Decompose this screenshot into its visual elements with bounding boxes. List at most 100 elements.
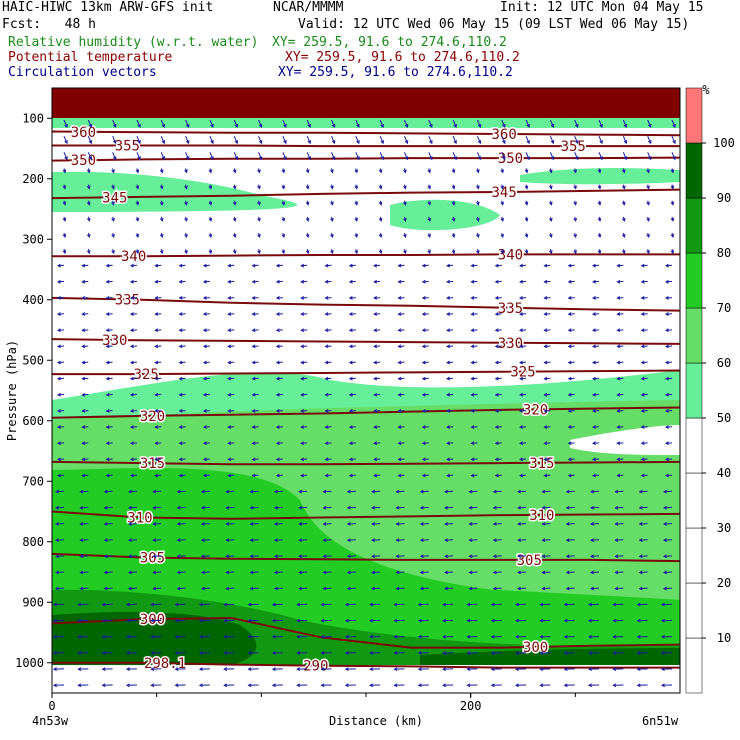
circulation-vector-head [621, 233, 626, 239]
circulation-vector-head [373, 263, 378, 268]
circulation-vector-head [77, 634, 82, 639]
circulation-vector-head [223, 683, 228, 688]
circulation-vector-head [101, 618, 106, 623]
circulation-vector [306, 152, 311, 160]
circulation-vector [420, 539, 429, 541]
circulation-vector-head [539, 634, 544, 639]
circulation-vector-head [77, 667, 82, 671]
circulation-vector-head [202, 425, 207, 429]
circulation-vector-head [670, 169, 675, 174]
circulation-vector-head [421, 263, 426, 268]
circulation-vector-head [348, 441, 353, 446]
circulation-vector-head [616, 263, 621, 268]
circulation-vector-head [397, 344, 402, 349]
circulation-vector-head [453, 123, 457, 128]
circulation-vector-head [541, 489, 546, 494]
circulation-vector [493, 506, 502, 509]
circulation-vector-head [62, 250, 67, 255]
circulation-vector [420, 490, 429, 493]
circulation-vector-head [550, 140, 555, 145]
circulation-vector-head [251, 360, 256, 365]
circulation-vector-head [550, 156, 555, 161]
circulation-vector-head [275, 376, 280, 381]
circulation-vector-head [597, 201, 602, 206]
circulation-vector [591, 571, 600, 573]
circulation-vector-head [257, 217, 261, 222]
circulation-vector [469, 587, 478, 590]
circulation-vector-head [227, 425, 232, 429]
circulation-vector-head [273, 489, 278, 494]
circulation-vector-head [62, 169, 67, 174]
circulation-vector-head [283, 123, 287, 128]
y-tick-label-5: 600 [22, 414, 44, 428]
circulation-vector-head [125, 634, 130, 639]
circulation-vector-head [500, 185, 505, 190]
rh-surface [52, 665, 680, 693]
circulation-vector-head [492, 489, 497, 494]
colorbar-label-50: 50 [717, 411, 731, 425]
circulation-vector-head [86, 169, 91, 174]
circulation-vector [233, 135, 238, 144]
theta-contour-330 [52, 338, 680, 345]
circulation-vector [201, 539, 210, 541]
circulation-vector [153, 571, 162, 573]
theta-contour-340 [52, 253, 680, 258]
circulation-vector-head [154, 441, 159, 446]
circulation-vector-head [300, 409, 305, 413]
circ-xy-label: XY= 259.5, 91.6 to 274.6,110.2 [278, 65, 513, 80]
circulation-vector-head [227, 360, 232, 365]
circulation-vector-head [324, 279, 329, 284]
circulation-vector-head [227, 328, 232, 333]
circulation-vector-head [52, 602, 57, 607]
circulation-vector-head [198, 651, 203, 655]
circulation-vector-head [81, 328, 86, 333]
circulation-vector [185, 152, 190, 160]
circulation-vector-head [200, 522, 205, 526]
rh-band-4 [520, 167, 680, 185]
circulation-vector-head [225, 570, 230, 575]
circulation-vector-head [137, 123, 141, 128]
theta-contour-300 [52, 616, 680, 649]
circulation-vector [299, 555, 308, 557]
circulation-vector-head [589, 522, 594, 526]
circulation-vector [347, 523, 356, 525]
circulation-vector-head [56, 296, 61, 300]
circulation-vector-head [348, 376, 353, 381]
circulation-vector-head [202, 312, 207, 316]
circulation-vector-head [322, 554, 327, 559]
circulation-vector-head [152, 489, 157, 494]
circulation-vector-head [251, 279, 256, 284]
theta-label-345-0: 345 [102, 190, 127, 206]
circulation-vector-head [403, 169, 407, 174]
circulation-vector-head [444, 570, 449, 575]
circulation-vector-head [524, 185, 529, 190]
circulation-vector-head [662, 554, 667, 559]
theta-field-label: Potential temperature [8, 50, 173, 65]
circulation-vector-head [524, 169, 529, 174]
circulation-vector [282, 152, 287, 160]
circulation-vector-head [208, 233, 213, 239]
circulation-vector-head [150, 651, 155, 655]
circulation-vector-head [298, 505, 303, 510]
circulation-vector-head [623, 156, 628, 161]
circulation-vector [258, 135, 263, 144]
circulation-vector-head [200, 505, 205, 510]
circulation-vector-head [298, 586, 303, 591]
circulation-vector-head [356, 140, 360, 145]
circulation-vector-head [249, 489, 254, 494]
circulation-vector-head [86, 201, 91, 206]
circulation-vector-head [296, 634, 301, 639]
circulation-vector [372, 539, 381, 541]
circulation-vector-head [200, 586, 205, 591]
circulation-vector-head [446, 279, 451, 284]
circulation-vector-head [492, 522, 497, 526]
theta-label-310-0: 310 [127, 510, 152, 526]
circulation-vector-head [202, 279, 207, 284]
circulation-vector-head [543, 457, 548, 462]
circulation-vector-head [283, 156, 287, 161]
circulation-vector-head [515, 667, 519, 671]
circulation-vector-head [421, 457, 426, 462]
circulation-vector [177, 490, 186, 493]
circulation-vector [323, 539, 332, 541]
